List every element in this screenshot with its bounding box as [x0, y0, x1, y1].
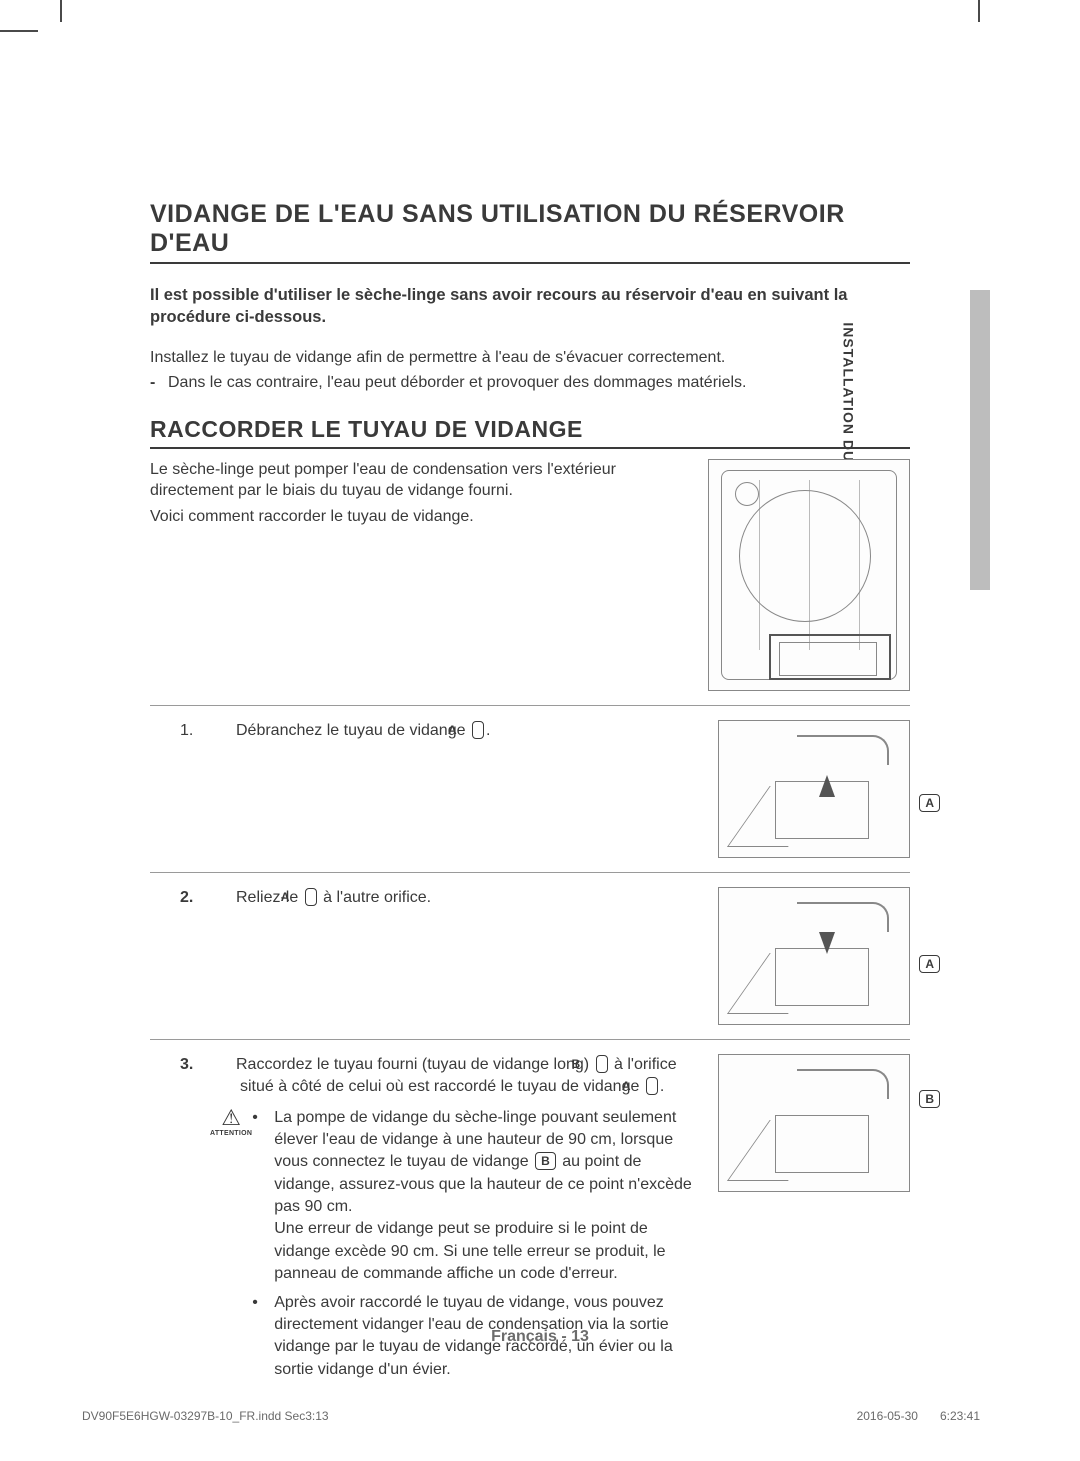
crop-mark — [0, 30, 38, 32]
callout-label-a: A — [472, 721, 484, 739]
step2-line: 2.Reliez-le A à l'autre orifice. — [150, 887, 704, 909]
diagram-box — [708, 459, 910, 691]
diagram-callout-a: A — [919, 955, 940, 973]
section-row-intro: Le sèche-linge peut pomper l'eau de cond… — [150, 459, 910, 706]
diag-tray — [775, 1115, 869, 1173]
callout-label-b: B — [596, 1055, 608, 1073]
heading-main: VIDANGE DE L'EAU SANS UTILISATION DU RÉS… — [150, 200, 910, 258]
step1-line: 1.Débranchez le tuyau de vidange A. — [150, 720, 704, 742]
section-tab-bg — [970, 290, 990, 590]
dryer-highlight — [769, 634, 891, 680]
page-footer-timestamp: 2016-05-30 6:23:41 — [857, 1409, 980, 1423]
diagram-callout-b: B — [919, 1090, 940, 1108]
page-footer-file: DV90F5E6HGW-03297B-10_FR.indd Sec3:13 — [82, 1409, 329, 1423]
step-row-1: 1.Débranchez le tuyau de vidange A. A — [150, 720, 910, 873]
intro-bold: Il est possible d'utiliser le sèche-ling… — [150, 284, 910, 329]
diag-tray — [775, 948, 869, 1006]
arrow-up-icon — [819, 775, 835, 797]
dash-bullet: - — [150, 372, 168, 394]
callout-label-a: A — [305, 888, 317, 906]
diagram-box — [718, 1054, 910, 1192]
step2-pre: Reliez-le — [236, 889, 303, 906]
step1-pre: Débranchez le tuyau de vidange — [236, 722, 470, 739]
heading-underline — [150, 447, 910, 449]
step3-pre: Raccordez le tuyau fourni (tuyau de vida… — [236, 1056, 594, 1073]
step-row-3: 3.Raccordez le tuyau fourni (tuyau de vi… — [150, 1054, 910, 1401]
diag-hose — [797, 735, 889, 765]
footer-date: 2016-05-30 — [857, 1409, 918, 1423]
intro-dash-item: -Dans le cas contraire, l'eau peut débor… — [150, 372, 910, 394]
attention-item-1: • La pompe de vidange du sèche-linge pou… — [252, 1107, 704, 1286]
footer-time: 6:23:41 — [940, 1409, 980, 1423]
diagram-box — [718, 887, 910, 1025]
dryer-port — [735, 482, 759, 506]
bullet-dot: • — [252, 1107, 274, 1286]
callout-label-b: B — [535, 1152, 556, 1170]
step1-post: . — [486, 722, 490, 739]
heading-sub: RACCORDER LE TUYAU DE VIDANGE — [150, 416, 910, 443]
dryer-drum — [739, 490, 871, 622]
page-content: VIDANGE DE L'EAU SANS UTILISATION DU RÉS… — [150, 200, 910, 1415]
attention-item-1-text: La pompe de vidange du sèche-linge pouva… — [274, 1107, 704, 1286]
step-number: 1. — [210, 720, 236, 742]
page-footer-center: Français - 13 — [0, 1328, 1080, 1346]
intro-dash-text: Dans le cas contraire, l'eau peut débord… — [168, 374, 746, 391]
arrow-down-icon — [819, 932, 835, 954]
intro-line: Installez le tuyau de vidange afin de pe… — [150, 347, 910, 369]
sec2-line1: Le sèche-linge peut pomper l'eau de cond… — [150, 459, 694, 502]
crop-mark — [978, 0, 980, 22]
diagram-step3: B — [718, 1054, 910, 1192]
step-number: 2. — [210, 887, 236, 909]
section-text: Le sèche-linge peut pomper l'eau de cond… — [150, 459, 708, 532]
step-number: 3. — [210, 1054, 236, 1076]
manual-page: INSTALLATION DU SÈCHE-LINGE VIDANGE DE L… — [0, 0, 1080, 1461]
step-row-2: 2.Reliez-le A à l'autre orifice. A — [150, 887, 910, 1040]
diagram-step2: A — [718, 887, 910, 1025]
diag-hose — [797, 902, 889, 932]
step-text: 1.Débranchez le tuyau de vidange A. — [150, 720, 718, 748]
diagram-dryer-back — [708, 459, 910, 691]
callout-label-a: A — [646, 1077, 658, 1095]
diagram-box — [718, 720, 910, 858]
sec2-line2: Voici comment raccorder le tuyau de vida… — [150, 506, 694, 528]
attn1-tail: Une erreur de vidange peut se produire s… — [274, 1220, 665, 1282]
warning-icon: ⚠ — [210, 1107, 252, 1129]
heading-underline — [150, 262, 910, 264]
attention-label: ATTENTION — [210, 1129, 252, 1139]
step3-line: 3.Raccordez le tuyau fourni (tuyau de vi… — [150, 1054, 704, 1099]
diag-hose — [797, 1069, 889, 1099]
section-tab: INSTALLATION DU SÈCHE-LINGE — [962, 290, 990, 590]
step3-post: . — [660, 1078, 664, 1095]
crop-mark — [60, 0, 62, 22]
diagram-step1: A — [718, 720, 910, 858]
diagram-callout-a: A — [919, 794, 940, 812]
step2-post: à l'autre orifice. — [319, 889, 431, 906]
step-text: 2.Reliez-le A à l'autre orifice. — [150, 887, 718, 915]
